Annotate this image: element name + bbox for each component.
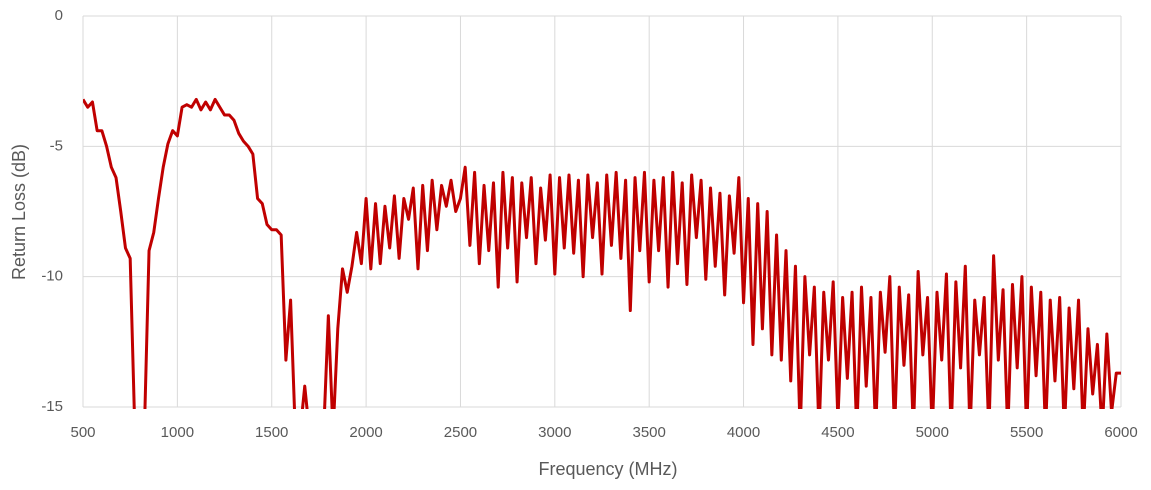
y-tick-label: -15 xyxy=(41,398,63,415)
x-tick-label: 1000 xyxy=(161,424,194,441)
x-tick-label: 1500 xyxy=(255,424,288,441)
x-tick-label: 2000 xyxy=(349,424,382,441)
y-tick-label: -10 xyxy=(41,268,63,285)
x-tick-label: 6000 xyxy=(1104,424,1137,441)
x-tick-label: 500 xyxy=(70,424,95,441)
data-line xyxy=(83,97,1121,409)
y-axis-title: Return Loss (dB) xyxy=(9,144,29,280)
x-tick-label: 2500 xyxy=(444,424,477,441)
x-tick-label: 3000 xyxy=(538,424,571,441)
y-tick-label: -5 xyxy=(50,137,63,154)
x-tick-label: 3500 xyxy=(632,424,665,441)
x-tick-label: 4000 xyxy=(727,424,760,441)
x-axis-title: Frequency (MHz) xyxy=(538,459,677,479)
x-tick-label: 5500 xyxy=(1010,424,1043,441)
x-tick-label: 4500 xyxy=(821,424,854,441)
x-tick-label: 5000 xyxy=(916,424,949,441)
y-tick-label: 0 xyxy=(55,7,63,24)
